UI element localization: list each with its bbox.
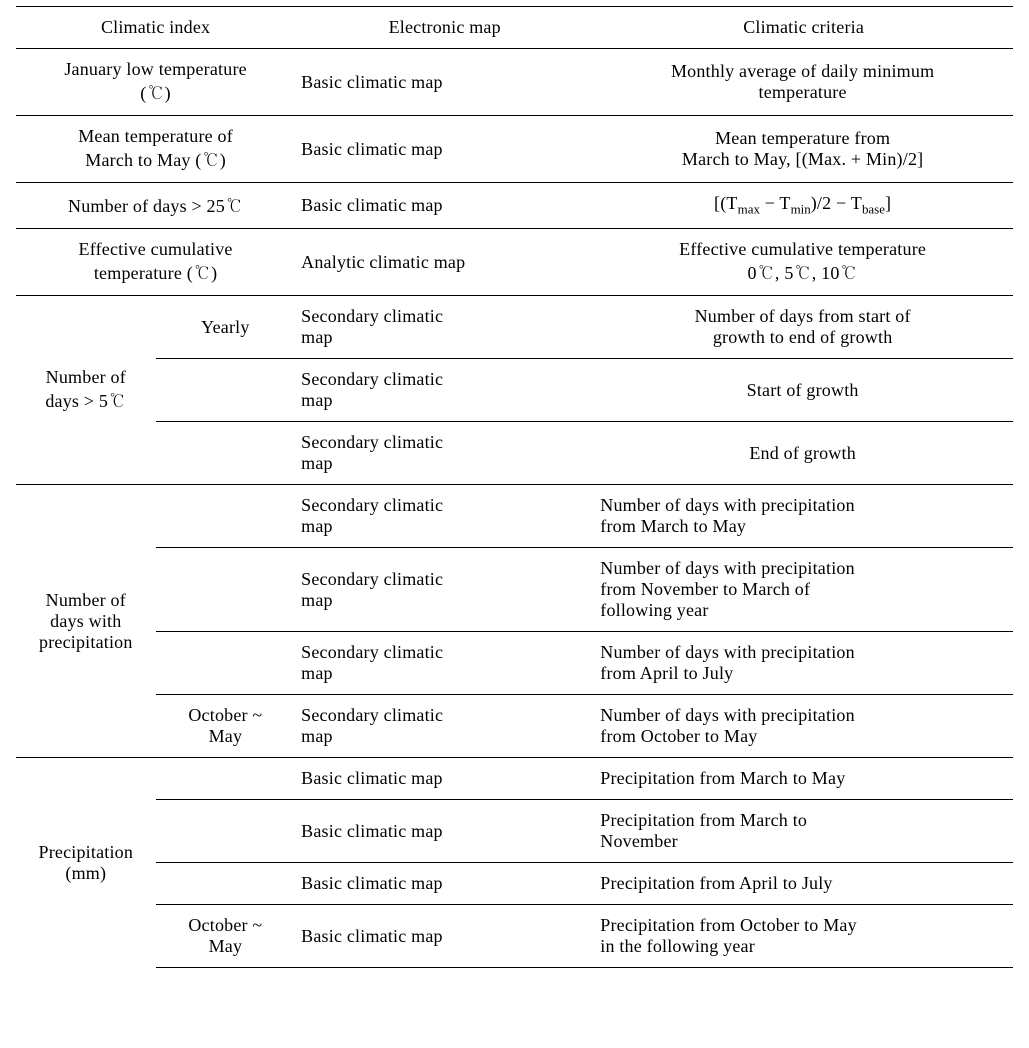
table-row: Basic climatic map Precipitation from Ma… [16,800,1013,863]
cell-subindex: October ~May [156,905,296,968]
table-row: October ~May Basic climatic map Precipit… [16,905,1013,968]
cell-map: Secondary climaticmap [295,632,594,695]
cell-subindex-empty [156,422,296,485]
cell-index: January low temperature(℃) [16,49,295,116]
cell-index: Effective cumulativetemperature (℃) [16,229,295,296]
table-row: Effective cumulativetemperature (℃) Anal… [16,229,1013,296]
table-row: Secondary climaticmap Start of growth [16,359,1013,422]
table-row: Secondary climaticmap Number of days wit… [16,548,1013,632]
cell-criteria: Precipitation from October to Mayin the … [594,905,1013,968]
cell-map: Basic climatic map [295,758,594,800]
cell-index: Mean temperature ofMarch to May (℃) [16,116,295,183]
formula-text: )/2 − T [811,193,862,213]
cell-criteria: [(Tmax − Tmin)/2 − Tbase] [594,183,1013,229]
subscript-min: min [791,202,811,217]
formula-text: [(T [714,193,738,213]
cell-criteria: Mean temperature fromMarch to May, [(Max… [594,116,1013,183]
cell-criteria: End of growth [594,422,1013,485]
cell-criteria: Number of days with precipitationfrom Ap… [594,632,1013,695]
table-row: Secondary climaticmap Number of days wit… [16,632,1013,695]
header-row: Climatic index Electronic map Climatic c… [16,7,1013,49]
cell-map: Basic climatic map [295,800,594,863]
cell-map: Secondary climaticmap [295,359,594,422]
table-row: Mean temperature ofMarch to May (℃) Basi… [16,116,1013,183]
cell-criteria: Number of days from start ofgrowth to en… [594,296,1013,359]
cell-subindex-empty [156,632,296,695]
cell-index-group: Number ofdays > 5℃ [16,296,156,485]
cell-map: Basic climatic map [295,905,594,968]
cell-criteria: Monthly average of daily minimumtemperat… [594,49,1013,116]
cell-map: Basic climatic map [295,116,594,183]
cell-criteria: Number of days with precipitationfrom Ma… [594,485,1013,548]
cell-criteria: Effective cumulative temperature0℃, 5℃, … [594,229,1013,296]
cell-subindex-empty [156,359,296,422]
cell-map: Secondary climaticmap [295,422,594,485]
table-row: October ~May Secondary climaticmap Numbe… [16,695,1013,758]
cell-subindex-empty [156,800,296,863]
cell-criteria: Precipitation from March to May [594,758,1013,800]
cell-criteria: Number of days with precipitationfrom Oc… [594,695,1013,758]
header-climatic-criteria: Climatic criteria [594,7,1013,49]
header-electronic-map: Electronic map [295,7,594,49]
cell-index-group: Number ofdays withprecipitation [16,485,156,758]
table-row: Number of days > 25℃ Basic climatic map … [16,183,1013,229]
header-climatic-index: Climatic index [16,7,295,49]
table-container: Climatic index Electronic map Climatic c… [0,0,1029,988]
cell-subindex-empty [156,485,296,548]
formula-text: ] [885,193,891,213]
cell-index: Number of days > 25℃ [16,183,295,229]
climatic-table: Climatic index Electronic map Climatic c… [16,6,1013,968]
table-row: Secondary climaticmap End of growth [16,422,1013,485]
cell-map: Secondary climaticmap [295,296,594,359]
cell-map: Basic climatic map [295,49,594,116]
cell-map: Secondary climaticmap [295,695,594,758]
cell-subindex-empty [156,548,296,632]
table-row: Number ofdays > 5℃ Yearly Secondary clim… [16,296,1013,359]
table-row: Precipitation(mm) Basic climatic map Pre… [16,758,1013,800]
table-row: January low temperature(℃) Basic climati… [16,49,1013,116]
cell-subindex-empty [156,758,296,800]
cell-map: Basic climatic map [295,183,594,229]
cell-subindex-empty [156,863,296,905]
formula-text: − T [760,193,791,213]
subscript-max: max [738,202,760,217]
cell-criteria: Start of growth [594,359,1013,422]
cell-map: Secondary climaticmap [295,485,594,548]
cell-criteria: Precipitation from April to July [594,863,1013,905]
cell-criteria: Number of days with precipitationfrom No… [594,548,1013,632]
cell-map: Secondary climaticmap [295,548,594,632]
cell-subindex: Yearly [156,296,296,359]
table-row: Basic climatic map Precipitation from Ap… [16,863,1013,905]
table-row: Number ofdays withprecipitation Secondar… [16,485,1013,548]
cell-criteria: Precipitation from March toNovember [594,800,1013,863]
cell-map: Analytic climatic map [295,229,594,296]
subscript-base: base [862,202,885,217]
cell-index-group: Precipitation(mm) [16,758,156,968]
cell-subindex: October ~May [156,695,296,758]
cell-map: Basic climatic map [295,863,594,905]
